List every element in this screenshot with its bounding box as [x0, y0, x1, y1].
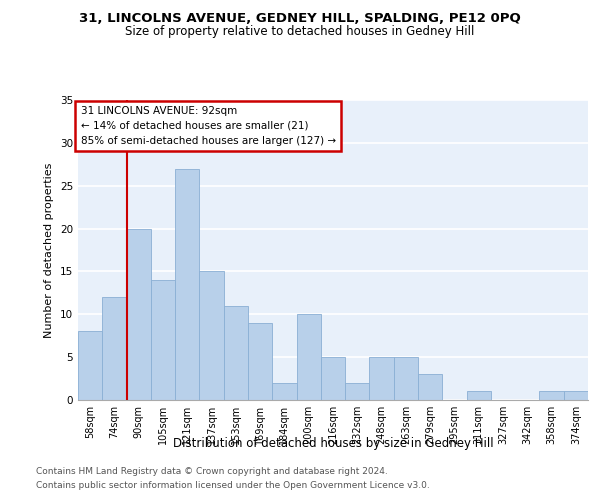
Bar — [151, 280, 175, 400]
Bar — [78, 332, 102, 400]
Bar — [321, 357, 345, 400]
Text: Distribution of detached houses by size in Gedney Hill: Distribution of detached houses by size … — [173, 438, 493, 450]
Text: 31, LINCOLNS AVENUE, GEDNEY HILL, SPALDING, PE12 0PQ: 31, LINCOLNS AVENUE, GEDNEY HILL, SPALDI… — [79, 12, 521, 26]
Bar — [102, 297, 127, 400]
Bar — [127, 228, 151, 400]
Bar — [370, 357, 394, 400]
Bar — [539, 392, 564, 400]
Text: 31 LINCOLNS AVENUE: 92sqm
← 14% of detached houses are smaller (21)
85% of semi-: 31 LINCOLNS AVENUE: 92sqm ← 14% of detac… — [80, 106, 335, 146]
Bar — [224, 306, 248, 400]
Bar — [199, 272, 224, 400]
Y-axis label: Number of detached properties: Number of detached properties — [44, 162, 55, 338]
Bar — [564, 392, 588, 400]
Bar — [345, 383, 370, 400]
Bar — [296, 314, 321, 400]
Bar — [394, 357, 418, 400]
Bar — [175, 168, 199, 400]
Text: Contains HM Land Registry data © Crown copyright and database right 2024.: Contains HM Land Registry data © Crown c… — [36, 467, 388, 476]
Bar — [248, 323, 272, 400]
Bar — [272, 383, 296, 400]
Bar — [467, 392, 491, 400]
Text: Size of property relative to detached houses in Gedney Hill: Size of property relative to detached ho… — [125, 25, 475, 38]
Text: Contains public sector information licensed under the Open Government Licence v3: Contains public sector information licen… — [36, 481, 430, 490]
Bar — [418, 374, 442, 400]
